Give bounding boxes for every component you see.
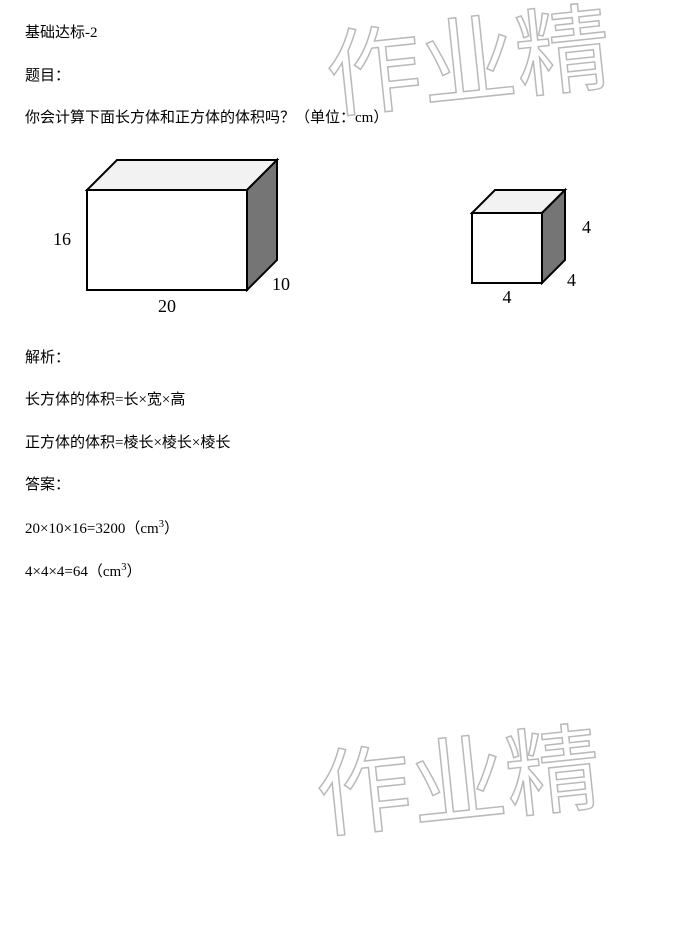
cuboid-svg: 16 20 10 bbox=[37, 150, 297, 320]
answer-1-post: ） bbox=[164, 521, 179, 537]
analysis-label: 解析： bbox=[25, 347, 665, 370]
analysis-line-2: 正方体的体积=棱长×棱长×棱长 bbox=[25, 432, 665, 455]
figures-row: 16 20 10 4 4 4 bbox=[25, 150, 665, 325]
cuboid-height-label: 16 bbox=[53, 229, 71, 249]
answer-line-2: 4×4×4=64（cm3） bbox=[25, 560, 665, 584]
cuboid-top-face bbox=[87, 160, 277, 190]
answer-label: 答案： bbox=[25, 474, 665, 497]
document-content: 基础达标-2 题目： 你会计算下面长方体和正方体的体积吗？（单位：cm） 16 … bbox=[0, 0, 690, 626]
cube-edge-label-c: 4 bbox=[503, 287, 512, 307]
cuboid-length-label: 20 bbox=[158, 296, 176, 316]
question-text: 你会计算下面长方体和正方体的体积吗？（单位：cm） bbox=[25, 107, 665, 130]
cube-figure: 4 4 4 bbox=[447, 178, 607, 323]
cuboid-front-face bbox=[87, 190, 247, 290]
header-line: 基础达标-2 bbox=[25, 22, 665, 45]
cube-svg: 4 4 4 bbox=[447, 178, 607, 318]
answer-2-post: ） bbox=[126, 564, 141, 580]
cube-edge-label-b: 4 bbox=[567, 270, 576, 290]
analysis-line-1: 长方体的体积=长×宽×高 bbox=[25, 389, 665, 412]
answer-line-1: 20×10×16=3200（cm3） bbox=[25, 517, 665, 541]
watermark-text: 作业精 bbox=[311, 716, 606, 851]
cube-front-face bbox=[472, 213, 542, 283]
answer-2-pre: 4×4×4=64（cm bbox=[25, 564, 121, 580]
answer-1-pre: 20×10×16=3200（cm bbox=[25, 521, 159, 537]
title-label: 题目： bbox=[25, 65, 665, 88]
cuboid-width-label: 10 bbox=[272, 274, 290, 294]
cube-edge-label-a: 4 bbox=[582, 217, 591, 237]
watermark-bottom: 作业精 bbox=[310, 700, 690, 900]
cuboid-figure: 16 20 10 bbox=[37, 150, 297, 325]
